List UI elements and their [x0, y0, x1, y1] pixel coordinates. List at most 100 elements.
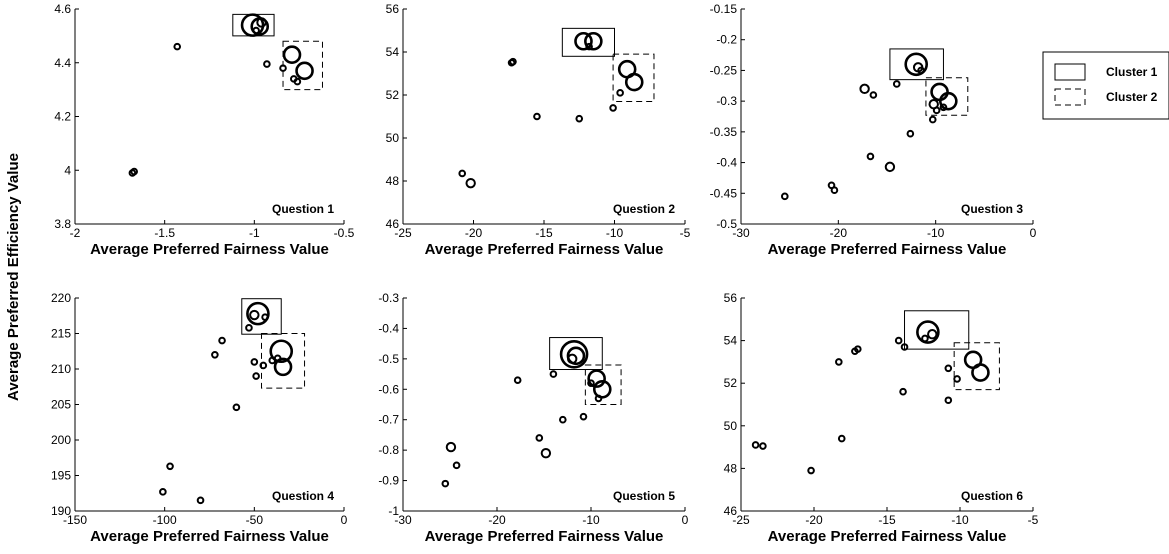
y-tick-label: -0.3 [378, 291, 399, 305]
data-point [759, 442, 767, 450]
data-point [458, 169, 467, 178]
data-point [928, 115, 937, 124]
data-point [884, 161, 896, 173]
data-point [579, 412, 588, 421]
data-point [567, 353, 578, 365]
x-axis-label: Average Preferred Fairness Value [90, 241, 329, 258]
data-point [211, 351, 219, 359]
y-tick-label: 46 [724, 504, 738, 518]
y-tick-label: -1 [388, 504, 399, 518]
data-point [513, 376, 522, 384]
data-point [835, 358, 843, 366]
legend-label-cluster-1: Cluster 1 [1106, 65, 1158, 79]
x-axis-label: Average Preferred Fairness Value [768, 528, 1007, 545]
data-point [566, 346, 586, 366]
y-tick-label: -0.4 [378, 321, 399, 335]
data-point [509, 57, 517, 66]
data-point [899, 387, 907, 396]
cluster-1-box [561, 27, 616, 57]
x-axis-label: Average Preferred Fairness Value [768, 241, 1007, 258]
data-point [293, 77, 302, 86]
y-tick-label: 4.6 [54, 2, 71, 16]
y-tick-label: 215 [51, 327, 71, 341]
y-tick-label: 210 [51, 362, 71, 376]
cluster-2-box [925, 77, 969, 116]
cluster-2-box [953, 342, 1000, 391]
y-tick-label: 195 [51, 469, 71, 483]
plot-area [75, 9, 344, 224]
data-point [904, 52, 929, 77]
x-tick-label: -20 [805, 513, 823, 527]
data-point [939, 103, 948, 112]
x-axis-label: Average Preferred Fairness Value [425, 528, 664, 545]
data-point [465, 177, 476, 189]
x-tick-label: -150 [63, 513, 87, 527]
cluster-2-box [261, 333, 306, 389]
data-point [917, 66, 925, 75]
x-tick-label: -5 [1028, 513, 1039, 527]
data-point [574, 31, 593, 51]
y-tick-label: 4.2 [54, 110, 71, 124]
y-tick-label: -0.6 [378, 382, 399, 396]
x-tick-label: 0 [341, 513, 348, 527]
plot-area [75, 298, 344, 511]
y-tick-label: 4.4 [54, 56, 71, 70]
data-point [587, 369, 606, 388]
x-tick-label: -2 [70, 226, 81, 240]
panel-4: -150 -100 -50 0 190 195 200 205 210 215 220 Average… [51, 291, 348, 545]
data-point [273, 357, 293, 377]
data-point [250, 358, 259, 366]
data-point [869, 91, 878, 99]
x-tick-label: -30 [394, 513, 412, 527]
data-point [616, 89, 624, 97]
y-tick-label: 48 [724, 461, 738, 475]
data-point [549, 370, 558, 378]
data-point [932, 106, 941, 115]
data-point [252, 26, 260, 35]
x-tick-label: -10 [927, 226, 945, 240]
data-point [252, 372, 260, 380]
data-point [166, 462, 174, 471]
y-tick-label: 205 [51, 398, 71, 412]
data-point [892, 80, 901, 88]
x-tick-label: -15 [878, 513, 896, 527]
y-tick-label: -0.2 [716, 33, 737, 47]
x-tick-label: 0 [1030, 226, 1037, 240]
data-point [256, 17, 267, 28]
x-axis-label: Average Preferred Fairness Value [425, 241, 664, 258]
data-point [830, 186, 839, 195]
x-tick-label: -100 [153, 513, 177, 527]
data-point [295, 61, 314, 81]
panel-1: -2 -1.5 -1 -0.5 3.8 4 4.2 4.4 4.6 Average Preferr… [54, 2, 354, 258]
data-point [953, 375, 961, 383]
x-tick-label: -5 [680, 226, 691, 240]
y-tick-label: 54 [386, 45, 400, 59]
question-label: Question 3 [961, 202, 1023, 216]
x-tick-label: -20 [465, 226, 483, 240]
data-point [279, 64, 287, 72]
data-point [452, 461, 461, 470]
data-point [159, 488, 167, 496]
global-y-axis-label: Average Preferred Efficiency Value [5, 153, 22, 401]
panel-6: -25 -20 -15 -10 -5 46 48 50 52 54 56 Average Prefer… [724, 291, 1039, 545]
plot-area [403, 298, 685, 511]
data-point [130, 167, 138, 176]
data-point [273, 354, 282, 363]
legend-swatch-cluster-1 [1054, 63, 1086, 81]
data-point [196, 496, 205, 505]
data-point [540, 447, 552, 459]
data-point [944, 364, 953, 373]
x-tick-label: -25 [394, 226, 412, 240]
legend-swatch-cluster-2 [1054, 88, 1086, 106]
x-tick-label: -25 [732, 513, 750, 527]
y-tick-label: 46 [386, 217, 400, 231]
data-point [441, 479, 450, 488]
data-point [594, 394, 603, 403]
data-point [559, 339, 589, 369]
question-label: Question 2 [613, 202, 675, 216]
data-point [249, 309, 260, 321]
x-tick-label: -50 [246, 513, 264, 527]
x-tick-label: -20 [488, 513, 506, 527]
y-tick-label: -0.9 [378, 474, 399, 488]
